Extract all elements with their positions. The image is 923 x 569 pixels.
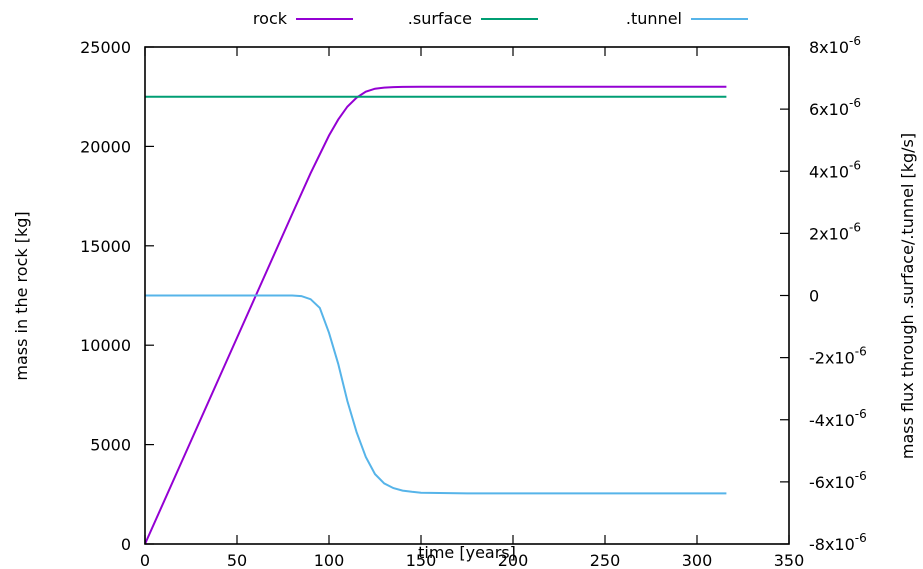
x-tick-label: 350 [774,551,805,569]
y-tick-label: 25000 [80,38,131,57]
y2-tick-label: 8x10-6 [809,34,861,57]
y-tick-label: 20000 [80,137,131,156]
y-axis-label: mass in the rock [kg] [12,211,31,380]
y2-tick-label: 4x10-6 [809,158,861,181]
legend-label: rock [253,9,288,28]
x-tick-label: 200 [498,551,529,569]
y2-ticks: -8x10-6 -6x10-6 -4x10-6 -2x10-6 0 2x10-6 4x10-… [780,34,867,554]
y2-tick-label: -8x10-6 [809,531,867,554]
y2-tick-label: -4x10-6 [809,407,867,430]
x-axis-label: time [years] [418,543,516,562]
x-ticks: 0 50 100 150 200 250 300 350 [140,47,804,569]
series-line-tunnel [145,294,727,495]
y2-tick-label: 6x10-6 [809,96,861,119]
x-tick-label: 100 [314,551,345,569]
legend-label: .surface [408,9,472,28]
legend-label: .tunnel [626,9,682,28]
series-layer [144,85,727,545]
y-tick-label: 10000 [80,336,131,355]
legend: rock .surface .tunnel [253,9,748,28]
y-tick-label: 15000 [80,237,131,256]
y2-tick-label: -2x10-6 [809,345,867,368]
x-tick-label: 250 [590,551,621,569]
y2-tick-label: 0 [809,287,819,306]
x-tick-label: 150 [406,551,437,569]
y2-axis-label: mass flux through .surface/.tunnel [kg/s… [898,133,917,459]
x-tick-label: 0 [140,551,150,569]
y-tick-label: 5000 [90,436,131,455]
y2-tick-label: 2x10-6 [809,220,861,243]
x-tick-label: 50 [227,551,247,569]
series-line-rock [144,85,727,545]
x-tick-label: 300 [682,551,713,569]
y2-tick-label: -6x10-6 [809,469,867,492]
y-ticks: 0 5000 10000 15000 20000 25000 [80,38,154,554]
y-tick-label: 0 [121,535,131,554]
